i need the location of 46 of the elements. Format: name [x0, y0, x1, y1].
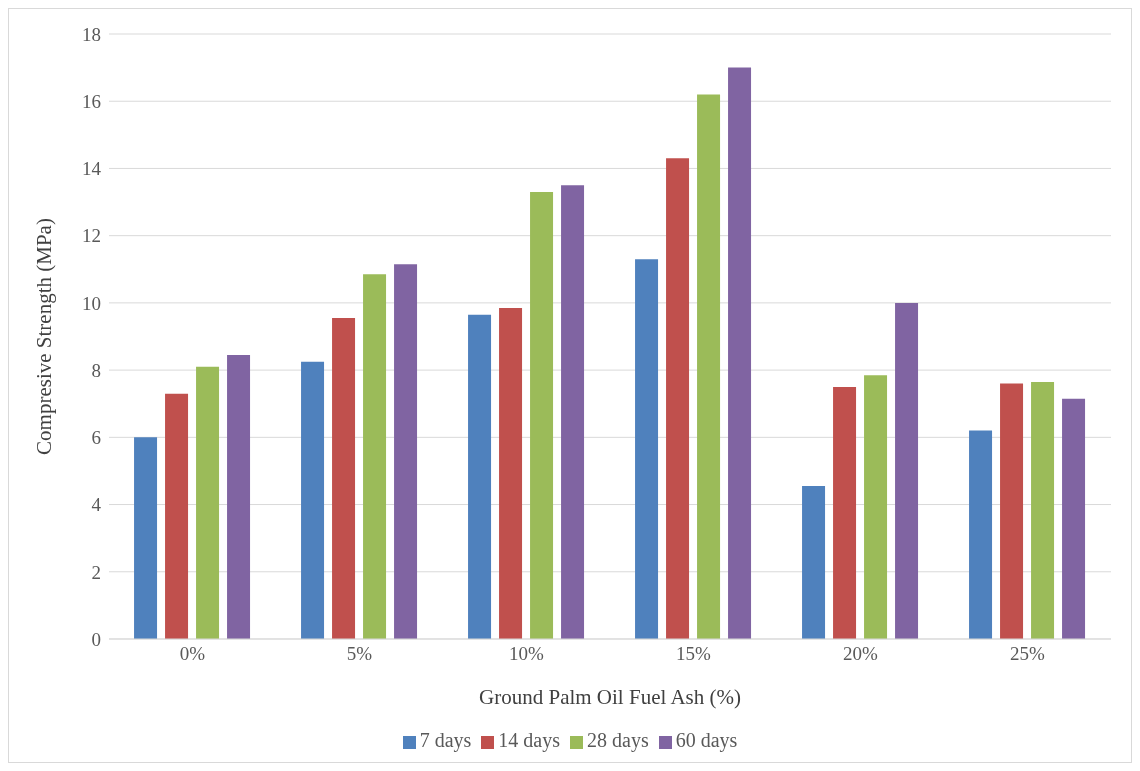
bar	[196, 366, 220, 639]
bar	[969, 430, 993, 639]
x-tick-label: 15%	[676, 643, 712, 665]
y-tick-label: 2	[91, 561, 101, 583]
y-tick-label: 18	[82, 23, 101, 45]
x-axis-title: Ground Palm Oil Fuel Ash (%)	[479, 685, 741, 709]
y-tick-label: 8	[91, 359, 101, 381]
x-tick-label: 0%	[179, 643, 206, 665]
y-tick-label: 14	[82, 158, 102, 180]
legend-label: 14 days	[498, 729, 560, 751]
bar	[697, 94, 721, 639]
bar	[864, 375, 888, 639]
bar	[301, 361, 325, 639]
x-tick-label: 5%	[346, 643, 373, 665]
bar	[332, 318, 356, 639]
y-tick-label: 10	[82, 292, 101, 314]
bar	[165, 393, 189, 639]
bar	[561, 185, 585, 639]
y-tick-label: 16	[82, 90, 101, 112]
legend-label: 7 days	[419, 729, 472, 751]
y-tick-label: 6	[91, 427, 101, 449]
x-tick-label: 25%	[1010, 643, 1046, 665]
bar	[666, 158, 690, 639]
bar	[134, 437, 158, 639]
bar	[895, 302, 919, 639]
bar	[227, 354, 251, 639]
bar	[530, 191, 554, 639]
x-tick-label: 10%	[509, 643, 545, 665]
bar	[363, 274, 387, 639]
bar	[1062, 398, 1086, 639]
bar	[802, 486, 826, 639]
bar	[1031, 381, 1055, 639]
bar	[728, 67, 752, 639]
bar	[833, 386, 857, 639]
legend-label: 28 days	[587, 729, 649, 751]
legend-label: 60 days	[675, 729, 738, 751]
y-axis-title: Compresive Strength (MPa)	[32, 218, 57, 455]
y-tick-label: 12	[82, 225, 101, 247]
bar	[468, 314, 492, 639]
bar	[394, 264, 418, 639]
bar	[499, 307, 523, 639]
y-tick-label: 4	[91, 494, 102, 516]
bar	[1000, 383, 1024, 639]
bar	[635, 259, 659, 639]
x-tick-label: 20%	[843, 643, 879, 665]
y-tick-label: 0	[91, 628, 101, 650]
